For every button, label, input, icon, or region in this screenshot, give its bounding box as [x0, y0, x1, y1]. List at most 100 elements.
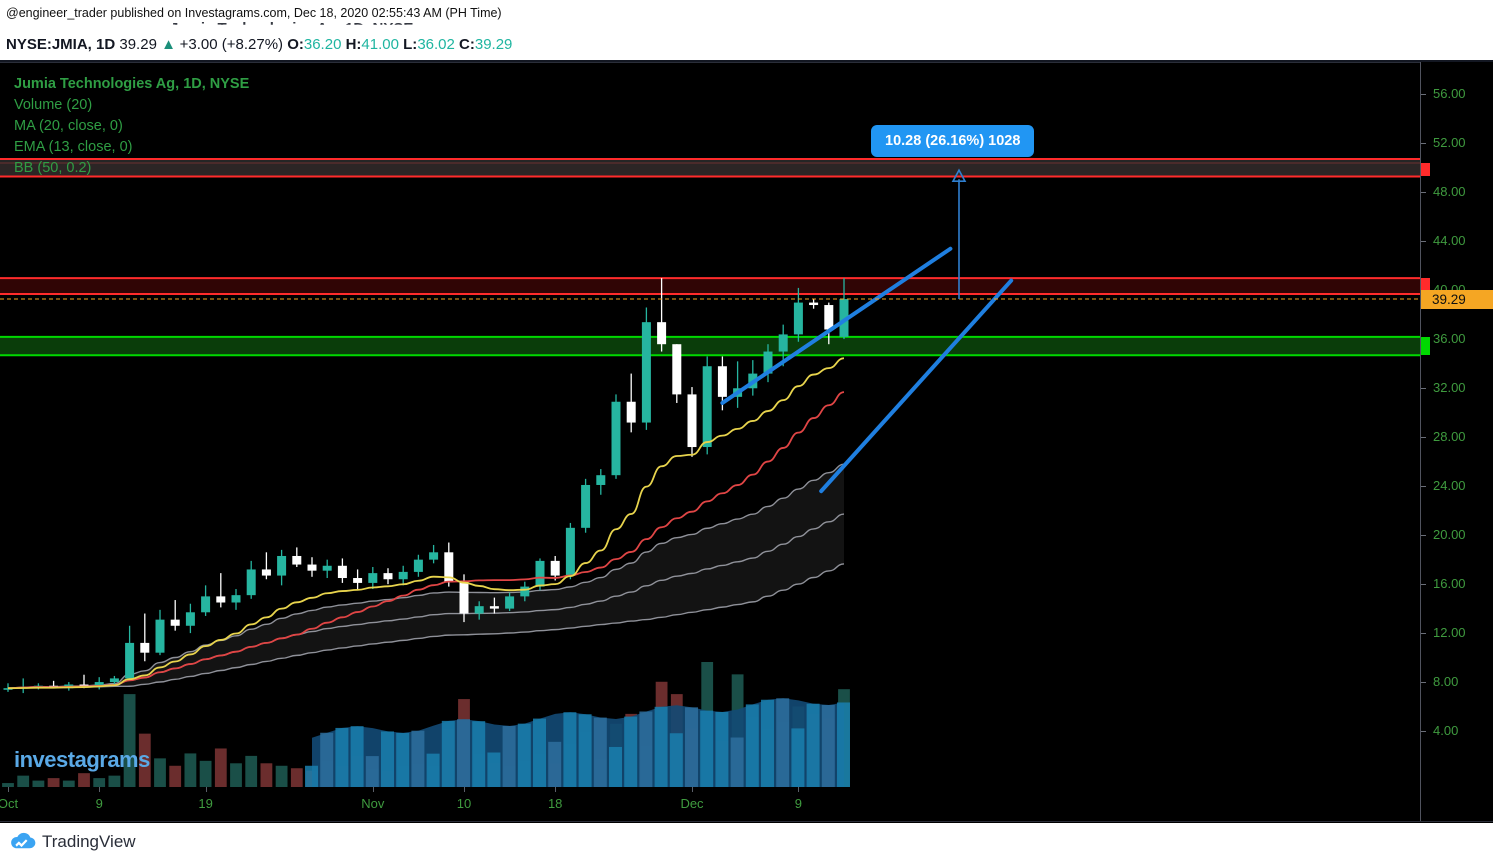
price-tick-mark	[1421, 682, 1426, 684]
price-tick-label: 16.00	[1433, 576, 1466, 592]
price-tick-mark	[1421, 94, 1426, 96]
price-axis[interactable]: 56.0052.0048.0044.0040.0036.0032.0028.00…	[1421, 62, 1493, 787]
ohlc-high-value: 41.00	[361, 36, 399, 53]
price-axis-tick: 32.00	[1421, 380, 1493, 395]
ohlc-open-key: O:	[287, 36, 304, 53]
candle-body	[672, 344, 682, 395]
legend-item-bb[interactable]: BB (50, 0.2)	[14, 160, 92, 176]
price-axis-tick: 28.00	[1421, 429, 1493, 444]
price-axis-tick: 56.00	[1421, 86, 1493, 101]
volume-bar	[230, 763, 242, 787]
legend-item-ma[interactable]: MA (20, close, 0)	[14, 118, 123, 134]
candle-body	[565, 527, 575, 576]
price-tick-mark	[1421, 486, 1426, 488]
candle-body	[353, 578, 363, 583]
bb-line	[7, 563, 845, 689]
time-axis-label: 9	[794, 796, 803, 811]
candle-body	[444, 552, 454, 582]
candle-body	[383, 573, 393, 580]
last-price-label[interactable]: 39.29	[1421, 290, 1493, 310]
volume-bar	[47, 778, 60, 787]
tradingview-logo-icon	[11, 832, 36, 849]
price-band-fill	[0, 336, 1421, 356]
time-axis-label: 9	[95, 796, 103, 811]
candle-body	[413, 559, 423, 572]
price-tick-mark	[1421, 143, 1426, 145]
time-axis-tick	[692, 787, 693, 792]
ohlc-close-key: C:	[459, 36, 475, 53]
price-tick-label: 4.00	[1433, 723, 1459, 739]
candle-body	[474, 606, 484, 614]
volume-bar	[78, 773, 90, 787]
volume-bar	[62, 780, 75, 787]
price-axis-level-marker	[1421, 336, 1430, 356]
time-axis-tick	[8, 787, 9, 792]
chart-plot-area[interactable]	[0, 62, 1421, 787]
candle-body	[307, 564, 317, 571]
price-tick-label: 48.00	[1433, 184, 1466, 200]
candle-body	[793, 302, 803, 335]
price-axis-divider	[1420, 62, 1421, 787]
candle-body	[839, 299, 849, 337]
candle-body	[824, 305, 834, 330]
chart-vector-layer	[0, 158, 1421, 787]
time-axis-tick	[372, 787, 374, 792]
legend-title[interactable]: Jumia Technologies Ag, 1D, NYSE	[14, 76, 250, 92]
legend-item-volume[interactable]: Volume (20)	[14, 97, 93, 113]
legend-item-ema[interactable]: EMA (13, close, 0)	[14, 139, 133, 155]
candle-body	[398, 571, 408, 580]
bb-line	[7, 463, 845, 689]
price-axis-tick: 44.00	[1421, 233, 1493, 248]
measure-arrow-head	[951, 168, 967, 182]
ohlc-high-key: H:	[345, 36, 362, 53]
candle-body	[246, 569, 256, 596]
candle-body	[702, 366, 712, 448]
ohlc-close-value: 39.29	[474, 36, 513, 53]
time-axis-tick	[205, 787, 207, 792]
price-axis-tick: 36.00	[1421, 331, 1493, 346]
price-tick-label: 52.00	[1433, 135, 1466, 151]
price-tick-mark	[1421, 437, 1426, 439]
price-axis-tick: 4.00	[1421, 723, 1493, 738]
candle-body	[429, 552, 439, 560]
measure-tooltip[interactable]: 10.28 (26.16%) 1028	[871, 125, 1035, 158]
price-tick-label: 12.00	[1433, 625, 1466, 641]
volume-bar	[93, 778, 106, 787]
price-tick-label: 24.00	[1433, 478, 1466, 494]
candle-body	[717, 366, 727, 397]
trendline	[819, 278, 1014, 494]
time-axis-tick	[555, 787, 557, 792]
time-axis[interactable]: Oct 9 19 Nov 10 18 Dec 9	[0, 787, 1493, 823]
candle-body	[155, 619, 165, 653]
time-axis-label: Nov	[361, 796, 385, 811]
volume-bar	[154, 758, 166, 787]
ema13-line	[7, 357, 845, 690]
time-axis-rule	[0, 821, 1493, 822]
ohlc-open-value: 36.20	[303, 36, 342, 53]
price-tick-mark	[1421, 241, 1426, 243]
price-axis-level-marker	[1421, 163, 1430, 177]
chart-canvas[interactable]: Jumia Technologies Ag, 1D, NYSE Volume (…	[0, 62, 1493, 787]
ticker-symbol[interactable]: NYSE:JMIA, 1D	[6, 36, 116, 53]
candle-body	[459, 581, 469, 614]
candle-body	[261, 569, 271, 576]
footer-bar: TradingView	[0, 823, 1493, 864]
time-axis-tick	[464, 787, 465, 792]
volume-bar	[275, 765, 288, 787]
volume-bar	[290, 768, 303, 787]
publish-attribution: @engineer_trader published on Investagra…	[6, 6, 502, 20]
pane-top-border	[0, 62, 1421, 63]
candle-body	[596, 475, 606, 485]
volume-bar	[2, 783, 14, 787]
price-tick-label: 28.00	[1433, 429, 1466, 445]
price-tick-label: 36.00	[1433, 331, 1466, 347]
ticker-change: +3.00 (+8.27%)	[179, 36, 284, 53]
price-axis-tick: 20.00	[1421, 527, 1493, 542]
time-axis-label: 19	[198, 796, 213, 811]
ohlc-low-value: 36.02	[417, 36, 455, 53]
candle-body	[79, 684, 89, 687]
candle-body	[535, 560, 545, 587]
candle-body	[626, 401, 636, 423]
trendline	[720, 246, 953, 405]
price-axis-tick: 8.00	[1421, 674, 1493, 689]
